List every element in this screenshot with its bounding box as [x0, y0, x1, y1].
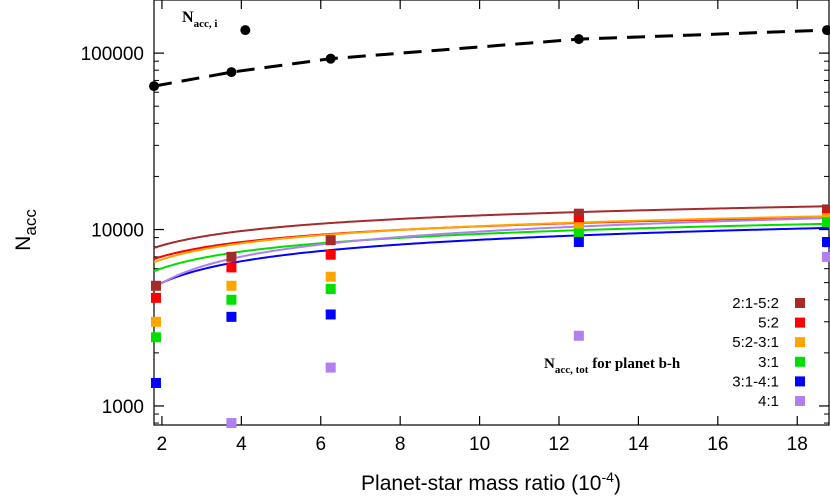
x-axis-label-exponent: -4 — [601, 469, 614, 485]
data-point-3:1 — [325, 284, 336, 295]
data-point-3:1 — [226, 294, 237, 305]
data-point-2:1-5:2 — [822, 204, 830, 215]
legend-swatch-4:1 — [795, 396, 805, 406]
legend-swatch-3:1 — [795, 356, 805, 367]
legend-swatch-2:1-5:2 — [795, 298, 805, 308]
legend-label: 5:2-3:1 — [732, 334, 779, 351]
annotation-total: Nacc, tot for planet b-h — [544, 356, 681, 376]
legend-swatch-5:2-3:1 — [795, 337, 805, 348]
individual-dashed-line — [153, 28, 828, 88]
individual-point — [325, 53, 336, 64]
data-point-3:1-4:1 — [573, 236, 584, 247]
data-point-5:2-3:1 — [150, 316, 161, 327]
fit-curves — [154, 205, 829, 289]
individual-point — [240, 25, 251, 36]
fit-curve-5:2 — [154, 216, 829, 260]
legend-label: 4:1 — [758, 393, 779, 410]
data-point-2:1-5:2 — [150, 280, 161, 291]
data-point-4:1 — [822, 251, 830, 262]
data-point-5:2 — [226, 262, 237, 273]
individual-point — [226, 67, 237, 78]
x-tick-label: 10 — [469, 434, 490, 455]
legend-label: 3:1-4:1 — [732, 373, 779, 390]
fit-curve-3:1-4:1 — [154, 226, 829, 288]
data-point-3:1-4:1 — [150, 377, 161, 388]
x-tick-label: 2 — [157, 434, 168, 455]
individual-point — [573, 34, 584, 45]
data-point-3:1-4:1 — [822, 236, 830, 247]
legend-label: 5:2 — [758, 315, 779, 332]
y-axis-label-subscript: acc — [21, 209, 40, 236]
data-point-5:2-3:1 — [325, 271, 336, 282]
data-point-3:1 — [573, 228, 584, 239]
individual-point — [822, 25, 830, 36]
data-point-2:1-5:2 — [325, 235, 336, 246]
data-point-4:1 — [573, 330, 584, 341]
individual-point — [149, 81, 159, 92]
data-point-4:1 — [226, 418, 237, 429]
x-tick-label: 12 — [548, 434, 569, 455]
data-point-5:2-3:1 — [573, 222, 584, 233]
fit-curve-3:1 — [154, 222, 829, 273]
fit-curve-2:1-5:2 — [154, 205, 829, 249]
x-tick-label: 14 — [628, 434, 650, 455]
individual-series — [149, 25, 830, 92]
data-point-2:1-5:2 — [226, 251, 237, 262]
data-points — [150, 204, 830, 429]
legend-swatch-3:1-4:1 — [795, 376, 805, 387]
data-point-3:1-4:1 — [226, 311, 237, 322]
data-point-3:1-4:1 — [325, 309, 336, 320]
legend-label: 2:1-5:2 — [732, 295, 779, 312]
y-tick-label: 1000 — [102, 397, 144, 418]
y-axis-label: Nacc — [12, 209, 40, 251]
x-tick-label: 16 — [707, 434, 728, 455]
legend-label: 3:1 — [758, 354, 779, 371]
data-point-3:1 — [822, 217, 830, 228]
axes: 2 4 6 8 10 12 14 16 18 1000 10000 100000 — [81, 0, 829, 455]
fit-curve-4:1 — [154, 217, 829, 289]
x-tick-label: 8 — [395, 434, 406, 455]
legend-swatch-5:2 — [795, 317, 805, 328]
x-tick-label: 18 — [787, 434, 808, 455]
fit-curve-5:2-3:1 — [154, 215, 829, 264]
data-point-5:2-3:1 — [226, 280, 237, 291]
y-tick-label: 10000 — [91, 221, 144, 242]
plot-frame — [153, 0, 830, 426]
data-point-5:2 — [325, 249, 336, 260]
data-point-4:1 — [325, 362, 336, 373]
annotation-individual: Nacc, i — [182, 9, 217, 30]
x-axis-label: Planet-star mass ratio (10-4) — [361, 469, 621, 495]
data-point-5:2 — [150, 292, 161, 303]
legend: 2:1-5:2 5:2 5:2-3:1 3:1 3:1-4:1 4:1 — [732, 295, 805, 410]
data-point-5:2 — [573, 216, 584, 227]
y-tick-label: 100000 — [81, 44, 144, 65]
data-point-3:1 — [150, 332, 161, 343]
x-tick-label: 4 — [236, 434, 247, 455]
x-tick-label: 6 — [315, 434, 326, 455]
